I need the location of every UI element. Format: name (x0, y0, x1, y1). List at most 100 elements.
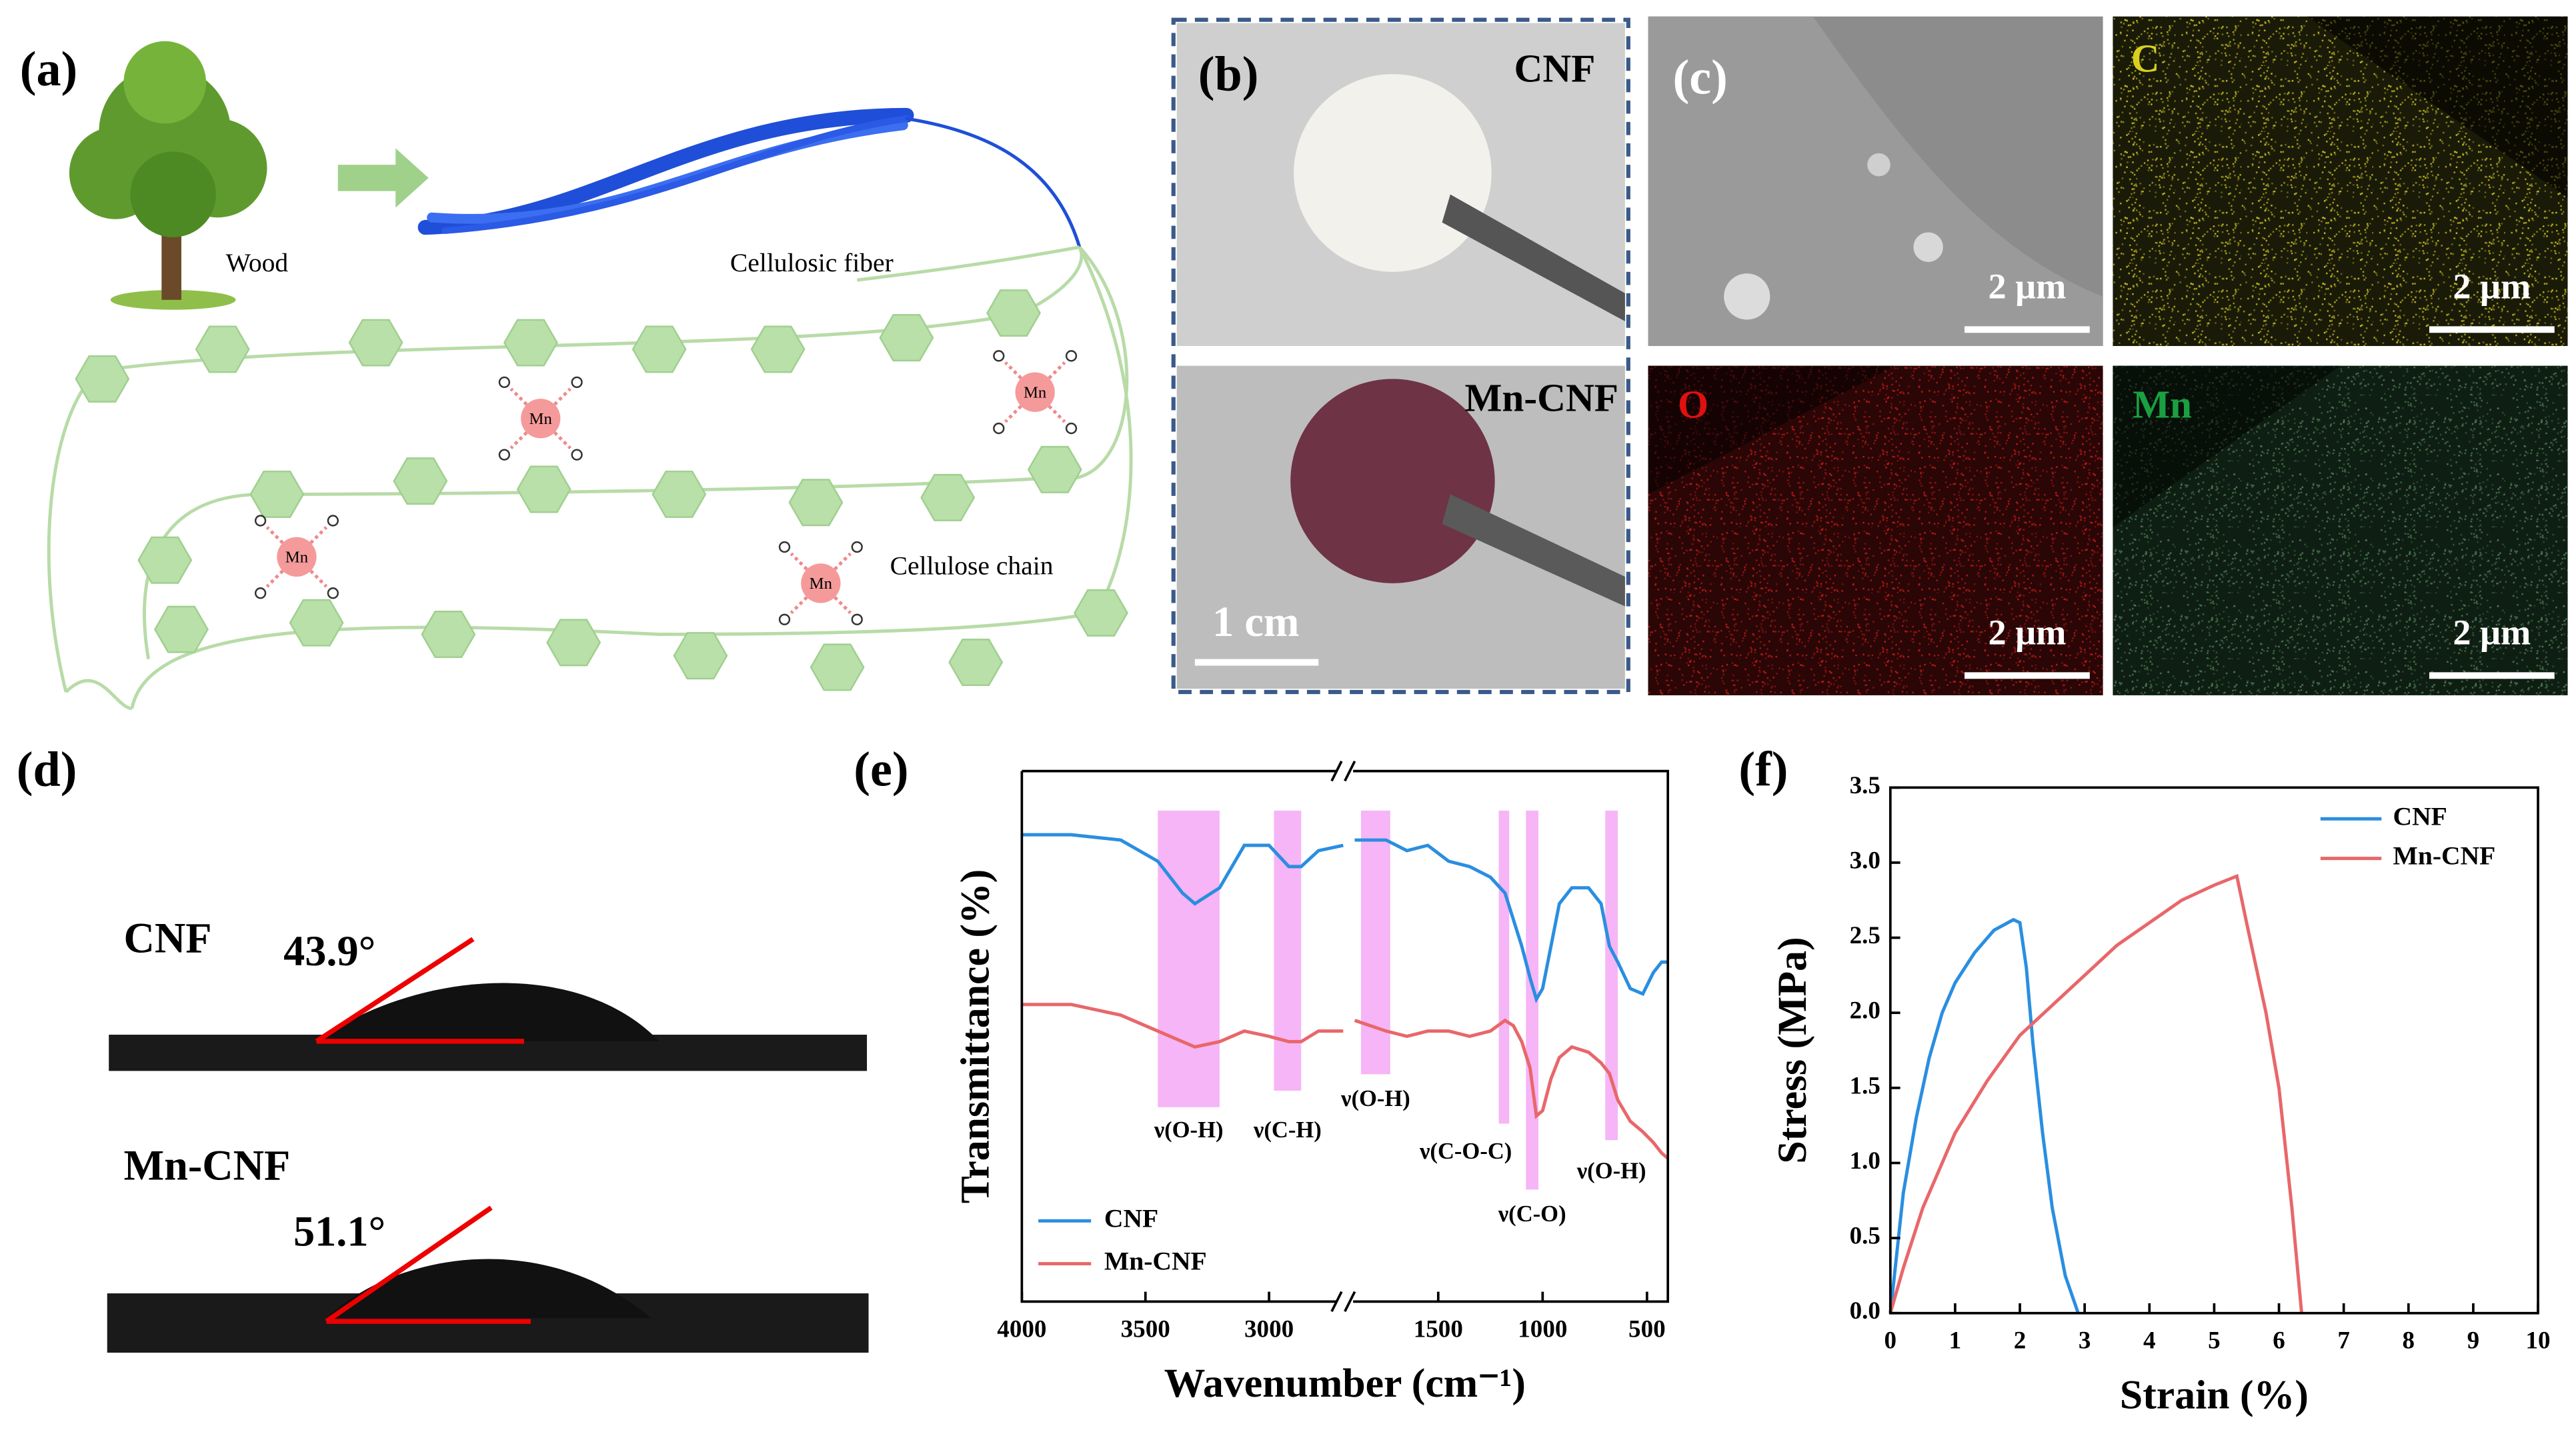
y-axis-label: Stress (MPa) (1770, 937, 1815, 1163)
ion-label: Mn (529, 410, 552, 428)
x-tick-label: 1 (1949, 1327, 1962, 1355)
oxygen (852, 542, 862, 552)
hexagon (517, 467, 570, 512)
figure: (a) Wood Cellulosic fiber Cellulose chai… (0, 0, 2576, 1440)
panel-label: (d) (17, 743, 77, 797)
x-axis-label: Strain (%) (2120, 1372, 2309, 1417)
band-label: ν(C-H) (1253, 1117, 1322, 1143)
hexagon (1028, 447, 1081, 492)
particle (1913, 232, 1943, 261)
band-label: ν(O-H) (1154, 1117, 1224, 1143)
x-tick-label: 1500 (1414, 1315, 1463, 1343)
hexagon (1074, 590, 1127, 635)
y-tick-label: 0.0 (1850, 1297, 1880, 1325)
panel-a: (a) Wood Cellulosic fiber Cellulose chai… (20, 41, 1131, 709)
x-tick-label: 7 (2337, 1327, 2350, 1355)
x-tick-label: 8 (2403, 1327, 2415, 1355)
hexagon (880, 315, 933, 360)
hexagon (155, 607, 207, 652)
oxygen (328, 588, 338, 598)
angle-label: 43.9° (283, 927, 375, 975)
oxygen (852, 615, 862, 625)
hexagon (422, 611, 475, 657)
oxygen (499, 450, 509, 460)
oxygen (572, 377, 582, 387)
x-tick-label: 6 (2273, 1327, 2285, 1355)
oxygen (1066, 423, 1076, 433)
x-tick-label: 2 (2014, 1327, 2027, 1355)
canopy (69, 41, 267, 237)
y-tick-label: 3.0 (1850, 847, 1880, 874)
droplet (317, 983, 660, 1041)
x-tick-label: 3500 (1121, 1315, 1170, 1343)
oxygen (994, 351, 1004, 361)
band (1499, 811, 1510, 1124)
hexagon (349, 320, 402, 365)
x-tick-label: 9 (2467, 1327, 2480, 1355)
scale-label: 2 μm (2453, 612, 2531, 652)
chart-f: 0 1 2 3 4 5 6 7 8 9 10 0.0 0.5 1.0 1.5 2.0 2.5 3.0 3.5 Stra… (1770, 772, 2550, 1418)
y-tick-label: 1.5 (1850, 1072, 1880, 1099)
x-axis-label: Wavenumber (cm⁻¹) (1164, 1361, 1526, 1406)
band-label: ν(O-H) (1340, 1086, 1410, 1111)
hexagon (633, 327, 686, 372)
x-tick-label: 1000 (1518, 1315, 1567, 1343)
fiber (425, 115, 1080, 247)
band-label: ν(C-O-C) (1419, 1139, 1512, 1164)
y-tick-label: 2.5 (1850, 922, 1880, 949)
oxygen (994, 423, 1004, 433)
panel-label: (c) (1673, 51, 1728, 105)
oxygen (499, 377, 509, 387)
oxygen (1066, 351, 1076, 361)
legend-label: CNF (1104, 1203, 1158, 1233)
wood-label: Wood (226, 248, 289, 277)
hexagon (653, 471, 706, 517)
ion-label: Mn (1024, 383, 1046, 401)
element-label: C (2131, 37, 2160, 81)
line (1890, 876, 2302, 1313)
legend-label: Mn-CNF (1104, 1247, 1207, 1276)
oxygen (255, 588, 265, 598)
oxygen (255, 516, 265, 526)
panel-label: (e) (854, 743, 908, 797)
band-label: ν(O-H) (1576, 1159, 1646, 1184)
oxygen (572, 450, 582, 460)
sample-label: CNF (1514, 46, 1596, 90)
x-tick-label: 4000 (997, 1315, 1046, 1343)
hexagon (811, 645, 864, 690)
scale-label: 1 cm (1212, 598, 1299, 645)
chain-label: Cellulose chain (890, 551, 1054, 581)
element-label: Mn (2133, 383, 2192, 427)
x-tick-label: 0 (1884, 1327, 1897, 1355)
hexagon (290, 600, 343, 645)
hexagon (950, 639, 1002, 685)
line (1022, 1005, 1668, 1159)
sample-label: Mn-CNF (1464, 376, 1618, 420)
y-axis-label: Transmittance (%) (952, 869, 998, 1203)
ion-label: Mn (285, 548, 308, 566)
band (1361, 811, 1390, 1074)
legend-label: CNF (2393, 801, 2447, 831)
hexagon (504, 320, 557, 365)
sample-label: CNF (123, 914, 211, 961)
x-tick-label: 5 (2208, 1327, 2221, 1355)
oxygen (780, 615, 790, 625)
hexagon (987, 290, 1040, 335)
hexagon (76, 356, 129, 401)
scale-label: 2 μm (1988, 612, 2066, 652)
x-tick-label: 10 (2526, 1327, 2551, 1355)
x-tick-label: 3 (2079, 1327, 2091, 1355)
particle (1724, 273, 1770, 319)
oxygen (328, 516, 338, 526)
hexagon (251, 471, 303, 517)
fiber-label: Cellulosic fiber (730, 248, 894, 277)
panel-label: (f) (1738, 743, 1788, 797)
chart-e: ν(O-H) ν(C-H) ν(O-H) ν(C-O-C) ν(C-O) ν(O-H) 40… (952, 761, 1668, 1406)
y-tick-label: 0.5 (1850, 1223, 1880, 1250)
line (1022, 835, 1668, 999)
oxygen (780, 542, 790, 552)
hexagon (196, 327, 249, 372)
band-label: ν(C-O) (1498, 1201, 1566, 1227)
x-tick-label: 3000 (1244, 1315, 1294, 1343)
x-tick-label: 4 (2143, 1327, 2156, 1355)
